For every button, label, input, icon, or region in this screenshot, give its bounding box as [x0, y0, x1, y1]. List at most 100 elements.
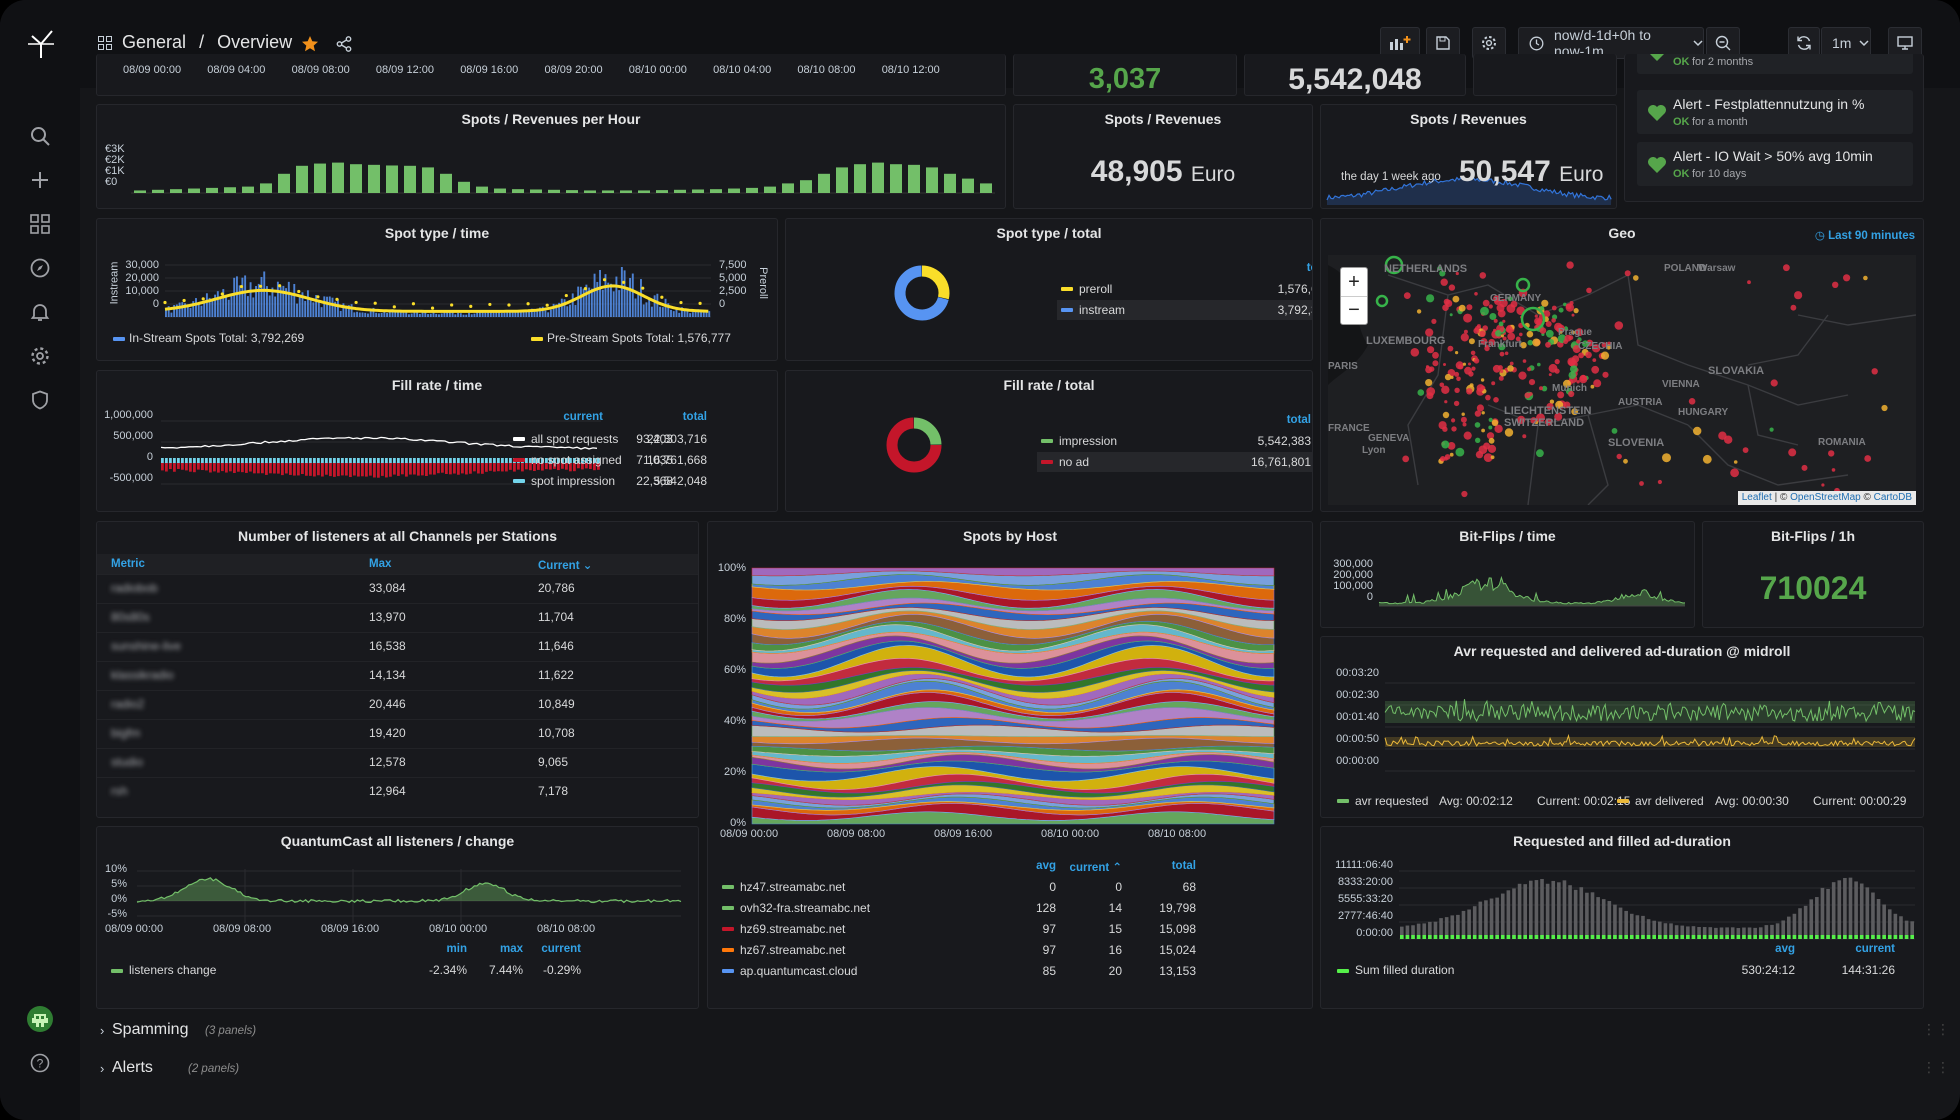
drag-handle-icon[interactable]: ⋮⋮ — [1922, 1059, 1950, 1075]
explore-compass-icon[interactable] — [26, 254, 54, 282]
help-question-icon[interactable]: ? — [26, 1049, 54, 1077]
column-header[interactable]: avg — [1775, 943, 1795, 955]
no-spot-bar — [285, 463, 288, 474]
search-icon[interactable] — [26, 122, 54, 150]
breadcrumb-folder[interactable]: General — [122, 32, 187, 52]
legend-name[interactable]: impression — [1059, 434, 1118, 448]
column-header[interactable]: current — [1855, 943, 1895, 955]
share-icon[interactable] — [336, 36, 352, 52]
legend-name[interactable]: avr delivered — [1635, 794, 1704, 808]
refresh-interval-picker[interactable]: 1m — [1821, 27, 1871, 59]
row-alerts[interactable]: › Alerts (2 panels) ⋮⋮ — [80, 1055, 1950, 1083]
filled-bar — [1910, 935, 1914, 939]
grafana-logo-icon[interactable] — [26, 28, 56, 60]
row-spamming[interactable]: › Spamming (3 panels) ⋮⋮ — [80, 1017, 1950, 1045]
legend-name[interactable]: hz69.streamabc.net — [740, 922, 846, 936]
y-tick-label: 7,500 — [719, 259, 747, 271]
zoom-out-time-button[interactable] — [1706, 27, 1740, 59]
column-header[interactable]: current ⌃ — [1069, 862, 1122, 874]
legend-name[interactable]: Sum filled duration — [1355, 963, 1455, 977]
legend-name[interactable]: spot impression — [531, 474, 616, 488]
panel-title[interactable]: Bit-Flips / 1h — [1771, 528, 1855, 544]
panel-title[interactable]: Avr requested and delivered ad-duration … — [1453, 643, 1791, 659]
column-header[interactable]: current — [563, 411, 603, 423]
no-spot-bar — [565, 463, 568, 470]
settings-gear-icon[interactable] — [26, 342, 54, 370]
legend-name[interactable]: ovh32-fra.streamabc.net — [740, 901, 871, 915]
geo-map[interactable]: NETHERLANDS POLAND Warsaw GERMANY Frankfurt P… — [1328, 255, 1916, 505]
legend-name[interactable]: avr requested — [1355, 794, 1429, 808]
attribution-part[interactable]: OpenStreetMap — [1790, 492, 1864, 503]
add-panel-button[interactable] — [1380, 27, 1420, 59]
panel-title[interactable]: Spots by Host — [962, 528, 1058, 544]
panel-title[interactable]: Geo — [1608, 225, 1636, 241]
column-header-current[interactable]: Current ⌄ — [538, 560, 593, 572]
metric-cell: klassikradio — [111, 668, 174, 682]
panel-title[interactable]: Requested and filled ad-duration — [1513, 833, 1731, 849]
alert-item[interactable]: Alert - Festplattennutzung in % OK for a m… — [1637, 90, 1913, 134]
column-header-max[interactable]: Max — [369, 558, 392, 570]
panel-title[interactable]: Bit-Flips / time — [1459, 528, 1556, 544]
panel-title[interactable]: Fill rate / total — [1003, 377, 1095, 393]
panel-title[interactable]: Spots / Revenues — [1104, 111, 1222, 127]
time-picker-button[interactable]: now/d-1d+0h to now-1m — [1518, 27, 1704, 59]
tv-mode-button[interactable] — [1888, 27, 1922, 59]
legend-name[interactable]: hz47.streamabc.net — [740, 880, 846, 894]
requested-bar — [1764, 925, 1769, 939]
map-marker — [1486, 432, 1495, 440]
column-header-metric[interactable]: Metric — [111, 558, 145, 570]
dashboard-title[interactable]: Overview — [217, 32, 293, 52]
panel-title[interactable]: QuantumCast all listeners / change — [280, 833, 515, 849]
panel-title[interactable]: Spot type / time — [384, 225, 490, 241]
column-header[interactable]: avg — [1036, 860, 1056, 872]
column-header[interactable]: max — [499, 943, 523, 955]
legend-name[interactable]: no spot assigned — [531, 453, 622, 467]
column-header[interactable]: total — [1171, 860, 1196, 872]
panel-title[interactable]: Spots / Revenues — [1410, 111, 1527, 127]
zoom-out-button[interactable]: − — [1348, 299, 1360, 321]
alert-item[interactable]: Alert - IO Wait > 50% avg 10min OK for 10 … — [1637, 142, 1913, 186]
row-title[interactable]: Alerts — [112, 1059, 153, 1076]
favorite-star-icon[interactable] — [301, 35, 319, 53]
row-title[interactable]: Spamming — [112, 1021, 189, 1038]
alert-name[interactable]: Alert - Festplattennutzung in % — [1673, 96, 1865, 112]
no-spot-bar — [225, 463, 228, 473]
save-dashboard-button[interactable] — [1426, 27, 1460, 59]
panel-title[interactable]: Spots / Revenues per Hour — [461, 111, 641, 127]
legend-item[interactable]: In-Stream Spots Total: 3,792,269 — [129, 331, 304, 345]
column-header[interactable]: total — [1286, 414, 1311, 426]
panel-title[interactable]: Spot type / total — [996, 225, 1102, 241]
instream-bar — [197, 303, 200, 317]
zoom-divider — [1341, 296, 1367, 297]
user-avatar-icon[interactable] — [26, 1005, 54, 1033]
requested-bar — [1899, 916, 1903, 939]
map-marker — [1534, 314, 1538, 318]
column-header[interactable]: min — [446, 943, 467, 955]
alert-name[interactable]: Alert - IO Wait > 50% avg 10min — [1673, 148, 1873, 164]
server-admin-shield-icon[interactable] — [26, 386, 54, 414]
refresh-button[interactable] — [1788, 27, 1820, 59]
create-plus-icon[interactable] — [26, 166, 54, 194]
stat-caption: the day 1 week ago — [1341, 171, 1441, 183]
attribution-part[interactable]: Leaflet — [1741, 492, 1775, 503]
alerting-bell-icon[interactable] — [26, 298, 54, 326]
zoom-in-button[interactable]: + — [1348, 271, 1360, 293]
alert-item[interactable]: OK for 2 months — [1637, 54, 1913, 74]
requested-bar — [1517, 883, 1522, 939]
column-header[interactable]: current — [541, 943, 581, 955]
column-header[interactable]: total — [682, 411, 707, 423]
legend-name[interactable]: hz67.streamabc.net — [740, 943, 846, 957]
legend-name[interactable]: ap.quantumcast.cloud — [740, 964, 858, 978]
legend-name[interactable]: instream — [1079, 303, 1126, 317]
panel-title[interactable]: Number of listeners at all Channels per … — [238, 528, 557, 544]
attribution-part[interactable]: CartoDB — [1873, 492, 1912, 503]
legend-name[interactable]: preroll — [1079, 282, 1113, 296]
column-header[interactable]: total — [1306, 262, 1312, 274]
legend-name[interactable]: listeners change — [129, 963, 217, 977]
dashboards-grid-icon[interactable] — [26, 210, 54, 238]
drag-handle-icon[interactable]: ⋮⋮ — [1922, 1021, 1950, 1037]
legend-name[interactable]: all spot requests — [531, 432, 619, 446]
panel-title[interactable]: Fill rate / time — [391, 377, 483, 393]
legend-item[interactable]: Pre-Stream Spots Total: 1,576,777 — [547, 331, 731, 345]
legend-name[interactable]: no ad — [1059, 455, 1090, 469]
